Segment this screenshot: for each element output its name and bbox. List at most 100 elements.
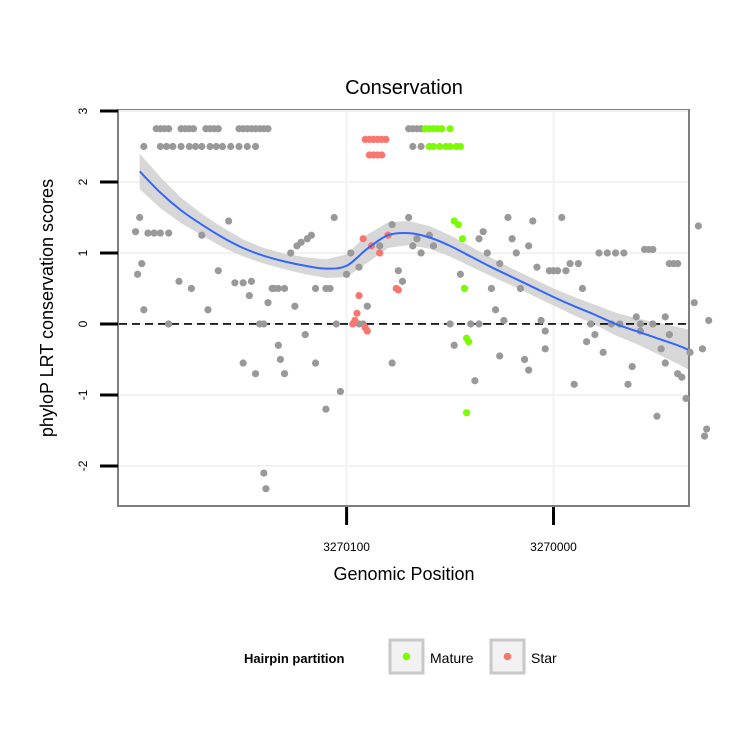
data-point-other-top-band xyxy=(191,142,200,151)
data-point-other xyxy=(504,213,512,222)
data-point-star xyxy=(376,249,384,257)
data-point-other-top-band xyxy=(212,142,220,151)
data-point-other xyxy=(405,213,413,222)
data-point-other xyxy=(705,316,713,325)
data-point-other xyxy=(657,345,665,353)
data-point-other xyxy=(280,370,289,378)
y-axis-label: phyloP LRT conservation scores xyxy=(37,179,57,437)
data-point-other xyxy=(525,366,533,374)
data-point-mature xyxy=(456,142,464,151)
data-point-other xyxy=(475,235,483,243)
data-point-other xyxy=(429,242,438,250)
data-point-other xyxy=(231,279,239,287)
data-point-other xyxy=(690,299,698,307)
data-point-mature xyxy=(460,284,469,293)
data-point-other-top-band xyxy=(235,142,243,151)
points-layer xyxy=(131,125,713,493)
data-point-other xyxy=(388,359,396,367)
data-point-other xyxy=(450,341,458,349)
data-point-star xyxy=(382,135,390,143)
data-point-other xyxy=(398,277,407,285)
data-point-other xyxy=(131,228,140,236)
data-point-other xyxy=(632,313,640,321)
data-point-other xyxy=(587,320,595,328)
data-point-other-top-band xyxy=(162,142,171,151)
data-point-other xyxy=(698,345,707,353)
data-point-other xyxy=(260,469,268,477)
data-point-other xyxy=(653,412,661,420)
data-point-mature xyxy=(446,142,454,151)
data-point-other xyxy=(479,228,487,236)
y-tick-label: -2 xyxy=(76,460,90,471)
data-point-other xyxy=(500,316,508,325)
data-point-other xyxy=(554,267,562,275)
y-tick-label: 1 xyxy=(76,249,90,256)
data-point-other xyxy=(134,270,142,278)
data-point-other xyxy=(674,260,682,268)
data-point-other xyxy=(150,229,158,237)
data-point-other xyxy=(138,260,146,268)
data-point-other xyxy=(574,260,582,268)
data-point-other xyxy=(541,327,549,335)
data-point-other xyxy=(165,229,173,237)
data-point-other xyxy=(274,284,282,293)
y-tick-label: 2 xyxy=(76,178,90,185)
data-point-other xyxy=(611,249,620,257)
data-point-other xyxy=(343,270,351,278)
smooth-curve xyxy=(138,170,689,351)
data-point-other xyxy=(280,284,289,293)
data-point-other xyxy=(245,291,253,300)
data-point-star xyxy=(355,291,363,300)
data-point-other xyxy=(140,306,148,314)
data-point-other xyxy=(332,320,340,328)
data-point-other xyxy=(394,267,402,275)
data-point-star xyxy=(351,316,359,325)
x-axis-label: Genomic Position xyxy=(333,564,474,584)
data-point-other xyxy=(175,277,183,285)
data-point-other-top-band xyxy=(198,142,206,151)
chart-title: Conservation xyxy=(345,77,463,99)
data-point-other xyxy=(562,267,570,275)
data-point-other xyxy=(537,316,545,325)
y-tick-label: -1 xyxy=(76,389,90,400)
data-point-other xyxy=(204,306,212,314)
data-point-other xyxy=(512,249,520,257)
data-point-other xyxy=(239,359,247,367)
legend-label-star: Star xyxy=(531,650,557,666)
data-point-other-top-band xyxy=(189,125,198,133)
data-point-other xyxy=(649,245,657,254)
data-point-other xyxy=(529,217,537,225)
data-point-other-top-band xyxy=(185,142,193,151)
data-point-other xyxy=(446,320,454,328)
data-point-other xyxy=(649,320,657,328)
data-point-other-top-band xyxy=(218,142,227,151)
data-point-other-top-band xyxy=(165,125,173,133)
data-point-other xyxy=(471,377,479,385)
data-point-other xyxy=(496,260,504,268)
y-tick-label: 0 xyxy=(76,320,90,327)
data-point-other xyxy=(483,249,491,257)
data-point-other-top-band xyxy=(251,142,260,151)
data-point-other-top-band xyxy=(264,125,272,133)
data-point-other-top-band xyxy=(169,142,177,151)
data-point-mature xyxy=(454,220,462,229)
data-point-other xyxy=(297,238,305,246)
data-point-other xyxy=(456,270,464,278)
data-point-star xyxy=(359,235,367,243)
data-point-other-top-band xyxy=(140,142,148,151)
data-point-other xyxy=(260,320,268,328)
data-point-other xyxy=(225,217,233,225)
data-point-other xyxy=(628,362,636,371)
data-point-other xyxy=(541,345,549,353)
legend-key-star-dot xyxy=(503,652,512,661)
legend-label-mature: Mature xyxy=(430,650,474,666)
data-point-other xyxy=(274,341,282,349)
data-point-other xyxy=(558,213,566,222)
data-point-other xyxy=(661,313,669,321)
data-point-other xyxy=(694,222,702,230)
data-point-other xyxy=(262,485,270,493)
data-point-other xyxy=(276,355,284,364)
data-point-other xyxy=(508,235,516,243)
data-point-star xyxy=(363,327,371,335)
data-point-other xyxy=(475,320,483,328)
